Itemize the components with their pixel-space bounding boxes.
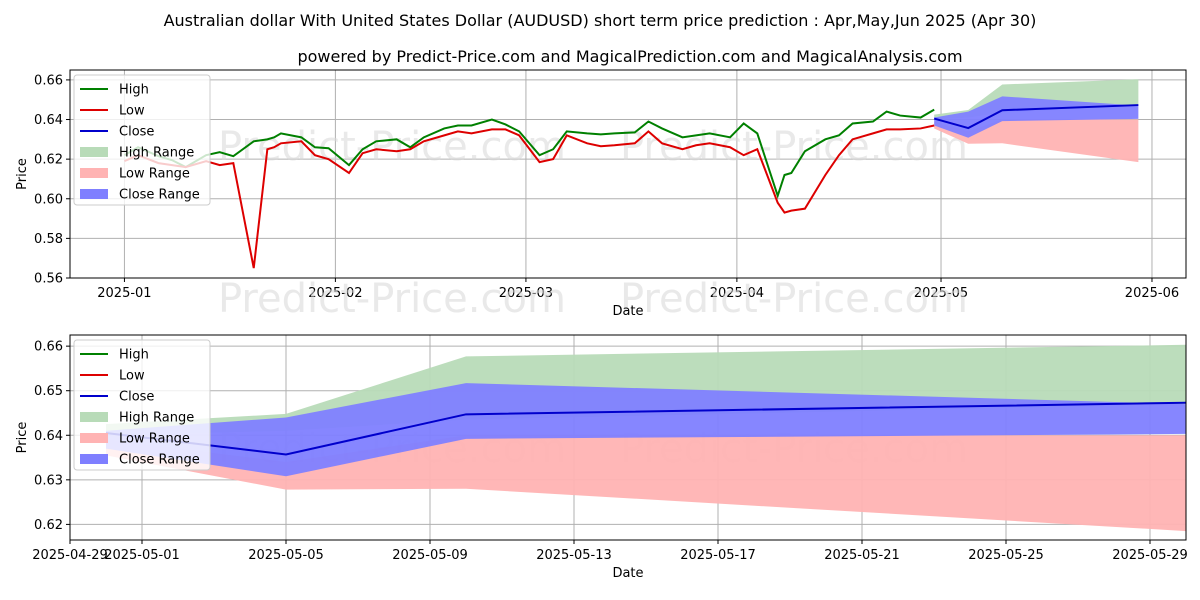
x-tick-label: 2025-02: [308, 286, 362, 301]
legend: High Low Close High Range Low Range Close Ran…: [73, 339, 211, 471]
y-axis-label: Price: [15, 158, 30, 190]
x-tick-label: 2025-05-25: [968, 548, 1044, 563]
y-tick-label: 0.64: [34, 113, 63, 128]
watermark-text: Predict-Price.com: [218, 124, 566, 170]
legend-close-label: Close: [119, 390, 154, 405]
legend-close-label: Close: [119, 125, 154, 140]
x-tick-label: 2025-04-29: [32, 548, 108, 563]
legend: High Low Close High Range Low Range Close Ran…: [73, 74, 211, 206]
legend-close-range-swatch: [80, 189, 108, 199]
legend-high-range-swatch: [80, 412, 108, 422]
x-axis-label: Date: [612, 566, 643, 581]
y-tick-label: 0.62: [34, 518, 63, 533]
x-tick-label: 2025-05-17: [680, 548, 756, 563]
legend-high-label: High: [119, 83, 149, 98]
legend-low-label: Low: [119, 104, 145, 119]
y-tick-label: 0.62: [34, 153, 63, 168]
watermark-text: Predict-Price.com: [218, 276, 566, 322]
x-tick-label: 2025-01: [97, 286, 151, 301]
legend-close-range-label: Close Range: [119, 188, 200, 203]
close-series-line: [933, 104, 1139, 130]
y-tick-label: 0.58: [34, 232, 63, 247]
legend-high-range-swatch: [80, 147, 108, 157]
y-tick-label: 0.66: [34, 340, 63, 355]
watermark-text: Predict-Price.com: [620, 276, 968, 322]
y-axis-label: Price: [15, 422, 30, 454]
legend-close-range-label: Close Range: [119, 453, 200, 468]
legend-low-label: Low: [119, 369, 145, 384]
x-tick-label: 2025-03: [499, 286, 553, 301]
y-tick-label: 0.65: [34, 384, 63, 399]
plot-area: [105, 344, 1186, 532]
legend-high-range-label: High Range: [119, 411, 194, 426]
legend-close-range-swatch: [80, 454, 108, 464]
legend-low-range-label: Low Range: [119, 432, 190, 447]
legend-high-range-label: High Range: [119, 146, 194, 161]
y-tick-label: 0.56: [34, 272, 63, 287]
y-tick-label: 0.64: [34, 429, 63, 444]
x-tick-label: 2025-06: [1125, 286, 1179, 301]
legend-low-range-swatch: [80, 168, 108, 178]
plot-frame: [69, 69, 1187, 279]
legend-high-label: High: [119, 348, 149, 363]
plot-area: [123, 79, 1139, 269]
legend-low-range-swatch: [80, 433, 108, 443]
low-range-band: [106, 435, 1186, 532]
high-series-line: [123, 108, 935, 200]
top-chart-panel: 2025-01 2025-02 2025-03 2025-04 2025-05 2025-…: [15, 69, 1187, 322]
x-tick-label: 2025-05-01: [104, 548, 180, 563]
x-tick-label: 2025-05: [914, 286, 968, 301]
x-tick-label: 2025-04: [710, 286, 764, 301]
low-series-line: [124, 124, 935, 269]
y-tick-label: 0.63: [34, 473, 63, 488]
x-tick-label: 2025-05-29: [1112, 548, 1188, 563]
chart-subtitle: powered by Predict-Price.com and Magical…: [297, 47, 962, 66]
x-tick-label: 2025-05-21: [824, 548, 900, 563]
low-range-band: [934, 119, 1139, 163]
y-tick-label: 0.60: [34, 192, 63, 207]
plot-frame: [69, 334, 1187, 541]
x-axis-label: Date: [612, 304, 643, 319]
x-tick-label: 2025-05-05: [248, 548, 324, 563]
y-tick-label: 0.66: [34, 73, 63, 88]
x-tick-label: 2025-05-13: [536, 548, 612, 563]
x-tick-label: 2025-05-09: [392, 548, 468, 563]
legend-low-range-label: Low Range: [119, 167, 190, 182]
chart-title: Australian dollar With United States Dol…: [164, 11, 1037, 30]
